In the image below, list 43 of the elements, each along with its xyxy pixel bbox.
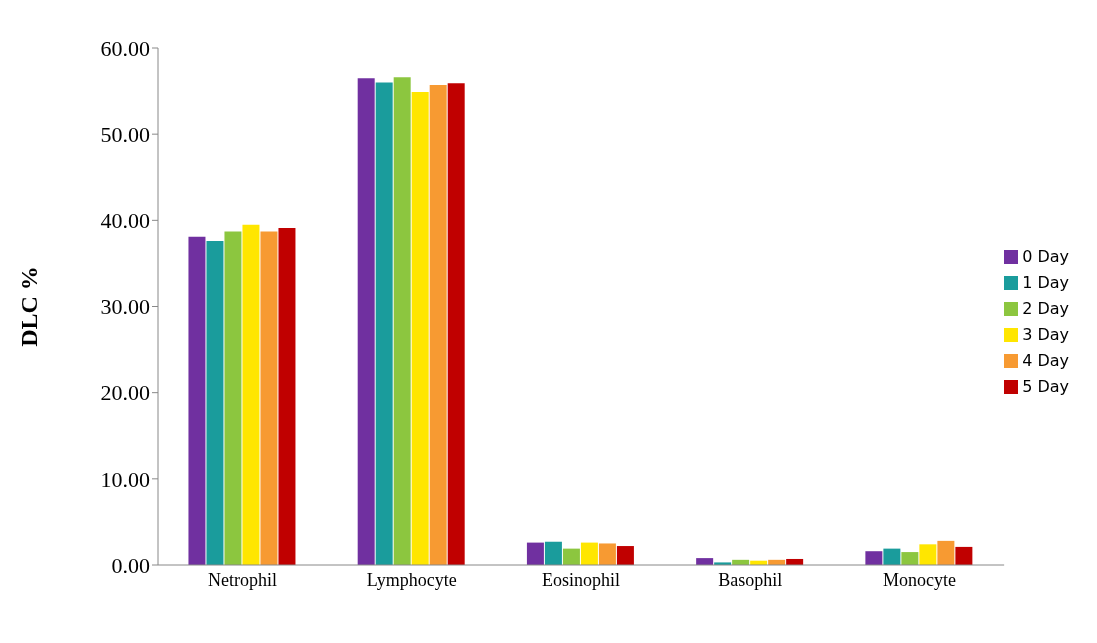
- x-tick-label: Basophil: [718, 569, 783, 590]
- bar: [901, 552, 919, 565]
- legend-label: 1 Day: [1022, 272, 1069, 292]
- bar: [278, 228, 296, 565]
- y-tick-label: 10.00: [100, 466, 150, 492]
- x-tick-label: Eosinophil: [542, 569, 621, 590]
- bar: [242, 224, 260, 565]
- bar: [883, 548, 901, 565]
- y-tick-label: 40.00: [100, 208, 150, 234]
- y-tick-label: 0.00: [111, 552, 150, 578]
- bar: [375, 82, 393, 565]
- bar: [411, 91, 429, 565]
- y-axis-title: DLC %: [15, 266, 42, 347]
- bar: [206, 241, 224, 565]
- bar: [224, 231, 242, 565]
- bar: [562, 548, 580, 565]
- x-tick-label: Monocyte: [883, 569, 957, 590]
- bar: [393, 77, 411, 565]
- bar: [447, 83, 465, 565]
- y-tick-label: 20.00: [100, 380, 150, 406]
- legend-label: 0 Day: [1022, 246, 1069, 266]
- y-tick-label: 50.00: [100, 121, 150, 147]
- y-tick-label: 30.00: [100, 294, 150, 320]
- x-tick-label: Netrophil: [208, 569, 278, 590]
- bar: [526, 542, 544, 565]
- legend-label: 4 Day: [1022, 350, 1069, 370]
- legend-label: 5 Day: [1022, 376, 1069, 396]
- bar: [937, 540, 955, 565]
- bar: [616, 546, 634, 565]
- bar: [955, 546, 973, 565]
- bar: [544, 541, 562, 565]
- bar: [580, 542, 598, 565]
- bar: [598, 543, 616, 565]
- bar: [429, 85, 447, 565]
- bar: [188, 236, 206, 565]
- legend-label: 3 Day: [1022, 324, 1069, 344]
- x-tick-label: Lymphocyte: [366, 569, 457, 590]
- y-tick-label: 60.00: [100, 35, 150, 61]
- bar: [357, 78, 375, 565]
- bar: [260, 231, 278, 565]
- bar: [865, 551, 883, 565]
- legend-label: 2 Day: [1022, 298, 1069, 318]
- bar: [919, 544, 937, 565]
